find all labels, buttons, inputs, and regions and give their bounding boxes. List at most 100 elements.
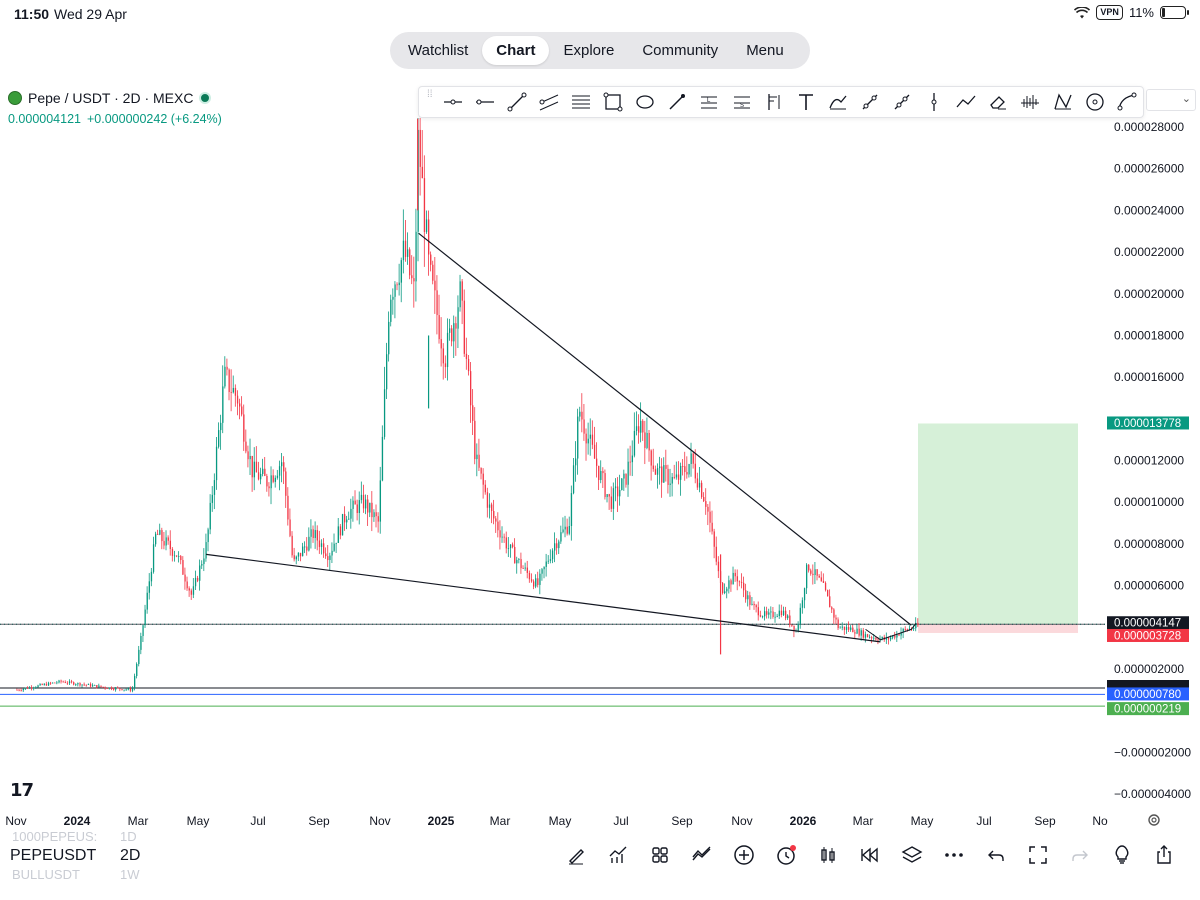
redo-icon[interactable] — [1059, 842, 1101, 868]
time-tick-label: Mar — [127, 814, 149, 828]
circle-icon[interactable] — [1079, 87, 1111, 117]
tab-chart[interactable]: Chart — [482, 36, 550, 65]
candle-body — [449, 328, 451, 333]
tab-menu[interactable]: Menu — [746, 42, 784, 59]
undo-icon[interactable] — [975, 842, 1017, 868]
price-tick-label: 0.000012000 — [1114, 454, 1184, 468]
parallel-channel-icon[interactable] — [533, 87, 565, 117]
polyline-icon[interactable] — [950, 87, 982, 117]
candle-body — [596, 458, 598, 466]
time-tick-label: Jul — [613, 814, 629, 828]
anchored-vwap-icon[interactable] — [758, 87, 790, 117]
ray-icon[interactable] — [886, 87, 918, 117]
time-axis[interactable]: Nov 2024 Mar May Jul Sep Nov 2025 Mar May Jul Sep No… — [0, 808, 1200, 832]
candle-body — [106, 688, 109, 689]
trend-line-icon[interactable] — [501, 87, 533, 117]
candle-body — [33, 687, 35, 689]
candle-body — [29, 687, 31, 689]
candles-style-icon[interactable] — [807, 842, 849, 868]
curve-icon[interactable] — [1111, 87, 1143, 117]
candle-body — [354, 500, 356, 505]
candle — [121, 689, 123, 691]
drag-handle-icon[interactable]: ⁞⁞ — [426, 89, 433, 100]
layers-icon[interactable] — [891, 842, 933, 868]
layout-grid-icon[interactable] — [639, 842, 681, 868]
candle — [432, 260, 434, 285]
indicators-icon[interactable] — [597, 842, 639, 868]
path-icon[interactable] — [822, 87, 854, 117]
horizontal-ray-icon[interactable] — [469, 87, 501, 117]
add-circle-icon[interactable] — [723, 842, 765, 868]
tab-community[interactable]: Community — [642, 42, 719, 59]
xabcd-pattern-icon[interactable] — [1047, 87, 1079, 117]
candle-body — [245, 441, 247, 452]
candle — [470, 362, 472, 423]
interval-picker[interactable]: 2D — [120, 847, 141, 864]
idea-lightbulb-icon[interactable] — [1101, 842, 1143, 868]
arrow-icon[interactable] — [854, 87, 886, 117]
stop-zone[interactable] — [918, 624, 1078, 633]
wedge-lines[interactable] — [865, 622, 917, 641]
symbol-picker[interactable]: PEPEUSDT — [10, 847, 97, 864]
candle — [333, 533, 335, 552]
trendline-descending-support[interactable] — [206, 553, 881, 643]
vertical-line-icon[interactable] — [918, 87, 950, 117]
long-position-icon[interactable]: L — [693, 87, 725, 117]
candle — [606, 493, 608, 503]
candle — [306, 537, 308, 556]
candle-body — [352, 500, 354, 509]
eraser-icon[interactable] — [982, 87, 1014, 117]
candle — [375, 504, 377, 528]
more-icon[interactable] — [933, 842, 975, 868]
candle — [600, 460, 602, 484]
candle — [824, 581, 827, 592]
candle-body — [503, 536, 505, 538]
fib-retracement-icon[interactable] — [565, 87, 597, 117]
candle-body — [459, 281, 461, 308]
candle-body — [887, 637, 890, 640]
candle-body — [484, 484, 487, 493]
candle-body — [121, 689, 123, 691]
tab-watchlist[interactable]: Watchlist — [408, 42, 469, 59]
ellipse-icon[interactable] — [629, 87, 661, 117]
alert-clock-icon[interactable] — [765, 842, 807, 868]
volume-profile-icon[interactable] — [1014, 87, 1046, 117]
candle — [862, 627, 865, 640]
candle-body — [520, 559, 522, 569]
tab-explore[interactable]: Explore — [563, 42, 615, 59]
compare-icon[interactable] — [681, 842, 723, 868]
candle-body — [35, 687, 37, 688]
candle — [297, 552, 300, 562]
symbol-header[interactable]: Pepe / USDT · 2D · MEXC — [8, 90, 212, 106]
candle-body — [302, 546, 304, 557]
candle-body — [835, 617, 837, 620]
brush-icon[interactable] — [661, 87, 693, 117]
candle-body — [686, 472, 688, 475]
candle-body — [688, 464, 690, 475]
candle — [467, 355, 470, 376]
draw-pen-icon[interactable] — [555, 842, 597, 868]
time-tick-label: 2024 — [63, 814, 91, 828]
candle-body — [68, 681, 71, 684]
text-icon[interactable] — [790, 87, 822, 117]
candle — [577, 408, 579, 475]
cursor-line-icon[interactable] — [436, 87, 468, 117]
candle-body — [705, 501, 707, 507]
short-position-icon[interactable]: S — [725, 87, 757, 117]
candle — [148, 573, 151, 600]
rectangle-icon[interactable] — [597, 87, 629, 117]
candle-body — [407, 249, 409, 257]
share-icon[interactable] — [1143, 842, 1185, 868]
gear-icon[interactable] — [1146, 812, 1162, 828]
target-zone[interactable] — [918, 423, 1078, 625]
toolbar-dropdown[interactable]: ⌄ — [1146, 89, 1196, 111]
replay-icon[interactable] — [849, 842, 891, 868]
candle-body — [843, 626, 846, 630]
candle — [887, 636, 890, 645]
trendline-descending-resistance[interactable] — [418, 232, 912, 626]
fullscreen-icon[interactable] — [1017, 842, 1059, 868]
candle — [33, 686, 35, 691]
candle-body — [306, 546, 308, 551]
candle-body — [472, 405, 474, 421]
price-chart[interactable]: 0.000028000 0.000026000 0.000024000 0.00002… — [0, 118, 1200, 808]
